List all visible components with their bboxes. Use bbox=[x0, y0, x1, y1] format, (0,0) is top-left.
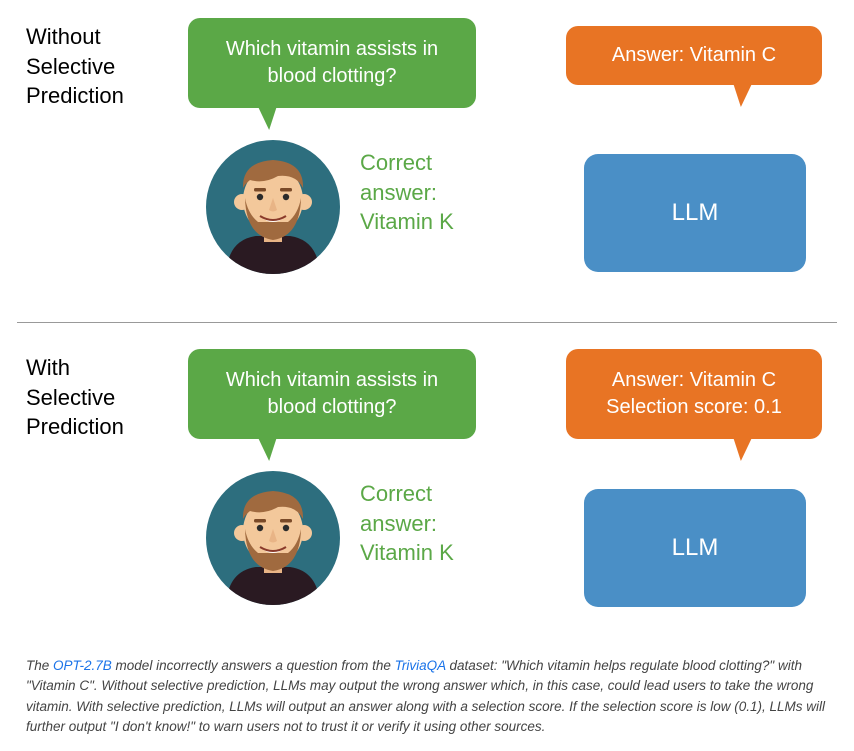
title-line: Prediction bbox=[26, 83, 124, 108]
correct-line: answer: bbox=[360, 511, 437, 536]
question-text: Which vitamin assists in blood clotting? bbox=[226, 38, 438, 87]
correct-value: Vitamin K bbox=[360, 540, 454, 565]
avatar-svg bbox=[206, 471, 340, 605]
question-bubble: Which vitamin assists in blood clotting? bbox=[188, 349, 476, 439]
answer-bubble: Answer: Vitamin C Selection score: 0.1 bbox=[566, 349, 822, 439]
correct-line: Correct bbox=[360, 481, 432, 506]
caption-link-opt[interactable]: OPT-2.7B bbox=[53, 658, 112, 673]
correct-line: Correct bbox=[360, 150, 432, 175]
title-line: Selective bbox=[26, 54, 115, 79]
answer-text: Answer: Vitamin C bbox=[612, 369, 776, 391]
question-bubble: Which vitamin assists in blood clotting? bbox=[188, 18, 476, 108]
llm-label: LLM bbox=[672, 534, 719, 562]
llm-label: LLM bbox=[672, 199, 719, 227]
caption-text: model incorrectly answers a question fro… bbox=[112, 658, 395, 673]
title-line: With bbox=[26, 355, 70, 380]
llm-box: LLM bbox=[584, 154, 806, 272]
caption-link-triviaqa[interactable]: TriviaQA bbox=[395, 658, 446, 673]
correct-value: Vitamin K bbox=[360, 209, 454, 234]
user-avatar bbox=[206, 140, 340, 274]
title-with: With Selective Prediction bbox=[26, 353, 124, 442]
avatar-svg bbox=[206, 140, 340, 274]
title-line: Selective bbox=[26, 385, 115, 410]
answer-text: Answer: Vitamin C bbox=[612, 44, 776, 66]
question-text: Which vitamin assists in blood clotting? bbox=[226, 369, 438, 418]
title-line: Prediction bbox=[26, 414, 124, 439]
caption-text: The bbox=[26, 658, 53, 673]
title-line: Without bbox=[26, 24, 101, 49]
panel-with-selective: With Selective Prediction Which vitamin … bbox=[0, 331, 854, 653]
figure-caption: The OPT-2.7B model incorrectly answers a… bbox=[26, 656, 828, 737]
user-avatar bbox=[206, 471, 340, 605]
answer-score: Selection score: 0.1 bbox=[606, 396, 782, 418]
llm-box: LLM bbox=[584, 489, 806, 607]
correct-answer-label: Correct answer: Vitamin K bbox=[360, 148, 454, 237]
correct-line: answer: bbox=[360, 180, 437, 205]
title-without: Without Selective Prediction bbox=[26, 22, 124, 111]
panel-without-selective: Without Selective Prediction Which vitam… bbox=[0, 0, 854, 322]
panel-divider bbox=[17, 322, 837, 323]
answer-bubble: Answer: Vitamin C bbox=[566, 26, 822, 85]
correct-answer-label: Correct answer: Vitamin K bbox=[360, 479, 454, 568]
